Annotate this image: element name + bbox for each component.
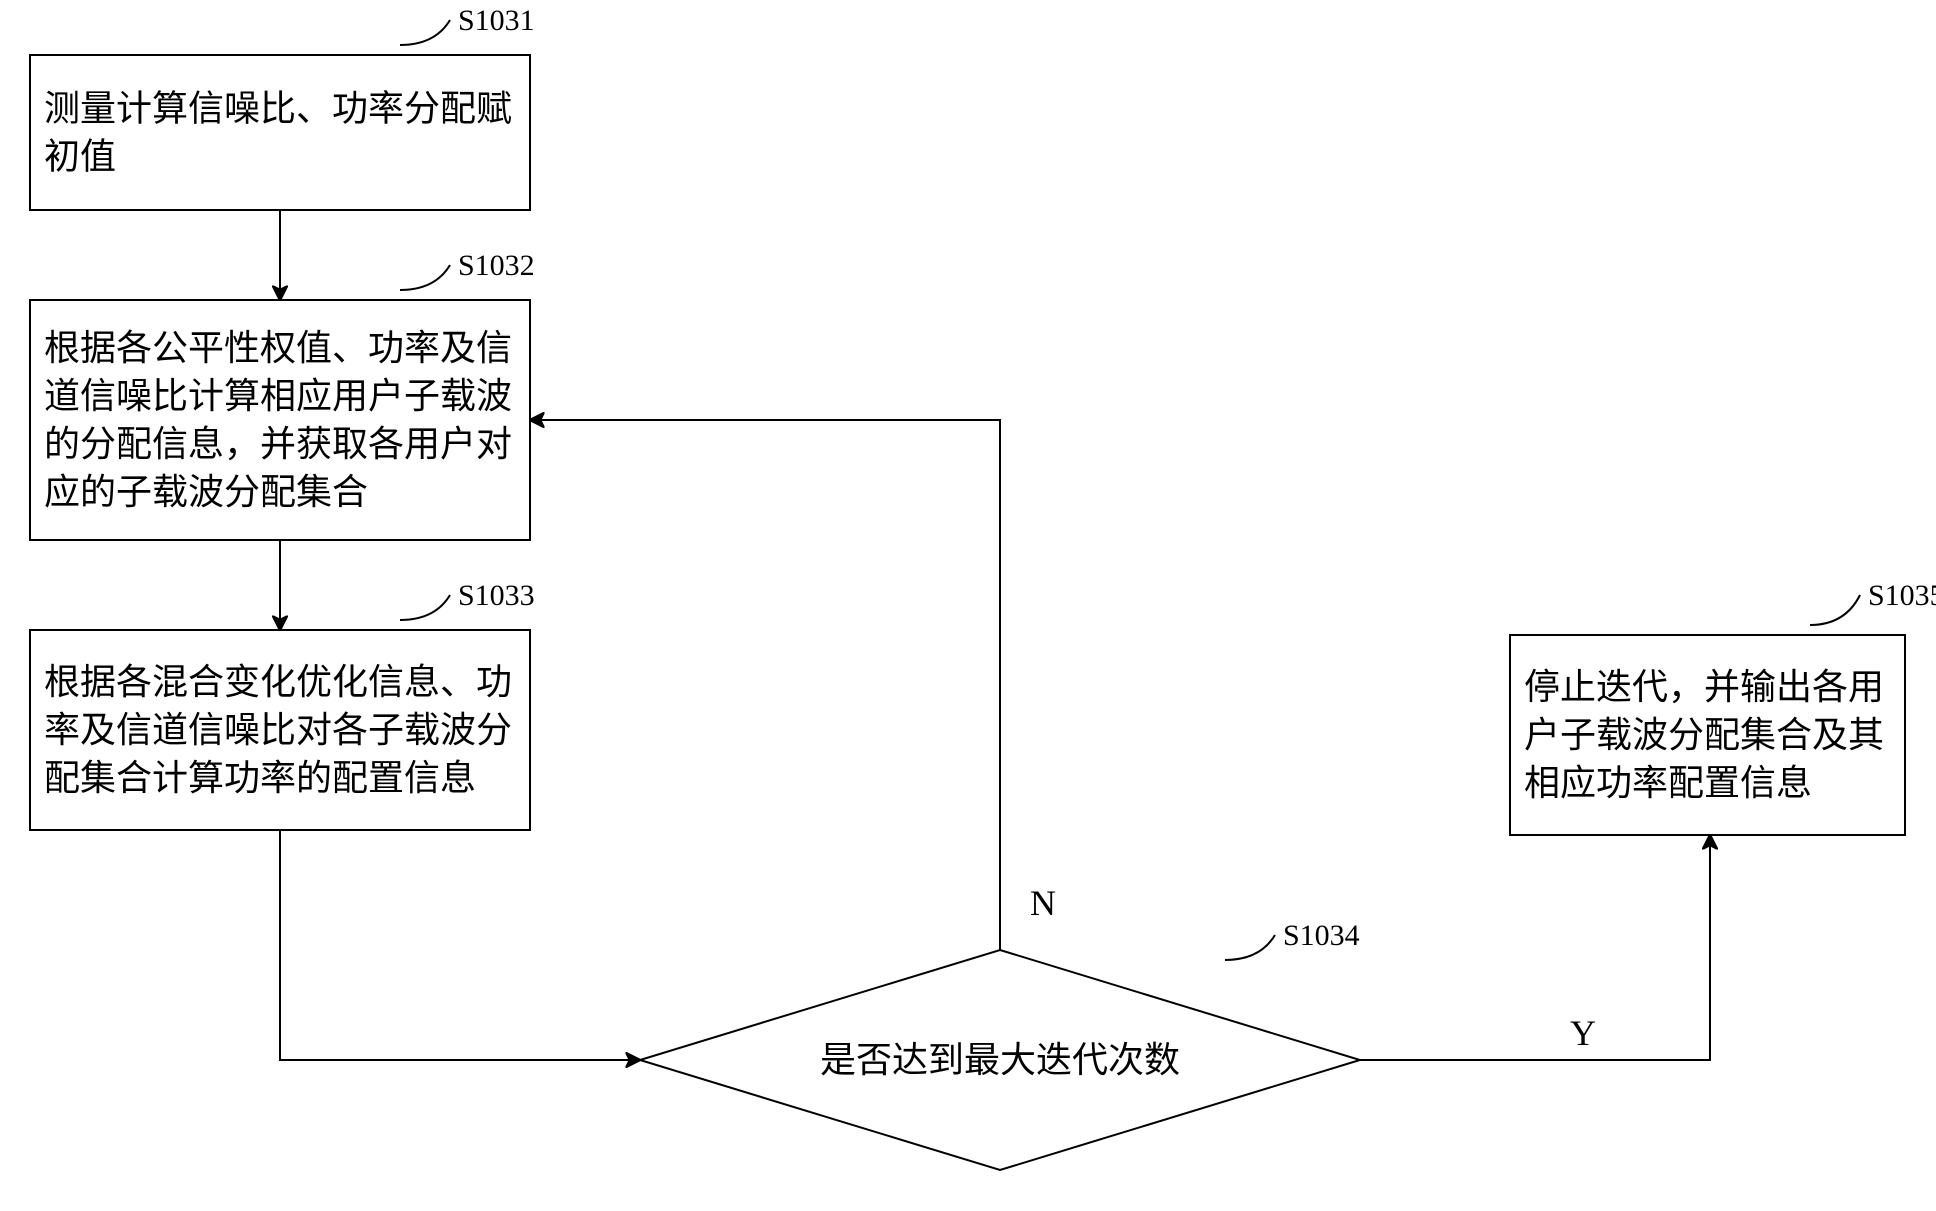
node-text-s1032-line1: 道信噪比计算相应用户子载波 <box>44 376 512 416</box>
node-text-s1032-line0: 根据各公平性权值、功率及信 <box>44 328 512 368</box>
node-text-s1032-line2: 的分配信息，并获取各用户对 <box>44 424 512 464</box>
step-tick-s1032 <box>400 265 450 290</box>
node-s1033: 根据各混合变化优化信息、功率及信道信噪比对各子载波分配集合计算功率的配置信息 S1… <box>30 579 535 830</box>
node-text-s1033-line2: 配集合计算功率的配置信息 <box>44 758 476 798</box>
edge-s1033-s1034 <box>280 830 640 1060</box>
node-s1034: 是否达到最大迭代次数 S1034 <box>640 919 1360 1170</box>
step-tick-s1031 <box>400 20 450 45</box>
node-box-s1031 <box>30 55 530 210</box>
step-label-s1035: S1035 <box>1868 579 1936 612</box>
step-label-s1034: S1034 <box>1283 919 1360 952</box>
step-tick-s1035 <box>1810 595 1860 625</box>
step-tick-s1033 <box>400 595 450 620</box>
nodes-layer: 测量计算信噪比、功率分配赋初值 S1031 根据各公平性权值、功率及信道信噪比计算相… <box>30 4 1936 1170</box>
step-label-s1033: S1033 <box>458 579 535 612</box>
node-s1032: 根据各公平性权值、功率及信道信噪比计算相应用户子载波的分配信息，并获取各用户对应… <box>30 249 535 540</box>
step-label-s1031: S1031 <box>458 4 535 37</box>
flowchart-canvas: N Y 测量计算信噪比、功率分配赋初值 S1031 根据各公平性权值、功率及信道信噪比… <box>0 0 1936 1211</box>
step-label-s1032: S1032 <box>458 249 535 282</box>
node-text-s1033-line1: 率及信道信噪比对各子载波分 <box>44 710 512 750</box>
node-s1035: 停止迭代，并输出各用户子载波分配集合及其相应功率配置信息 S1035 <box>1510 579 1936 835</box>
edge-s1034-s1035 <box>1360 835 1710 1060</box>
node-text-s1032-line3: 应的子载波分配集合 <box>44 472 368 512</box>
node-text-s1035-line2: 相应功率配置信息 <box>1524 763 1812 803</box>
node-text-s1035-line0: 停止迭代，并输出各用 <box>1524 667 1884 707</box>
node-text-s1033-line0: 根据各混合变化优化信息、功 <box>44 662 512 702</box>
edge-label-N: N <box>1030 883 1056 923</box>
node-text-s1035-line1: 户子载波分配集合及其 <box>1524 715 1884 755</box>
edge-label-Y: Y <box>1570 1013 1596 1053</box>
node-text-s1031-line0: 测量计算信噪比、功率分配赋 <box>44 89 512 129</box>
step-tick-s1034 <box>1225 935 1275 960</box>
node-s1031: 测量计算信噪比、功率分配赋初值 S1031 <box>30 4 535 210</box>
node-text-s1031-line1: 初值 <box>44 137 116 177</box>
node-text-s1034-line0: 是否达到最大迭代次数 <box>820 1040 1180 1080</box>
edge-s1034-s1032 <box>530 420 1000 950</box>
